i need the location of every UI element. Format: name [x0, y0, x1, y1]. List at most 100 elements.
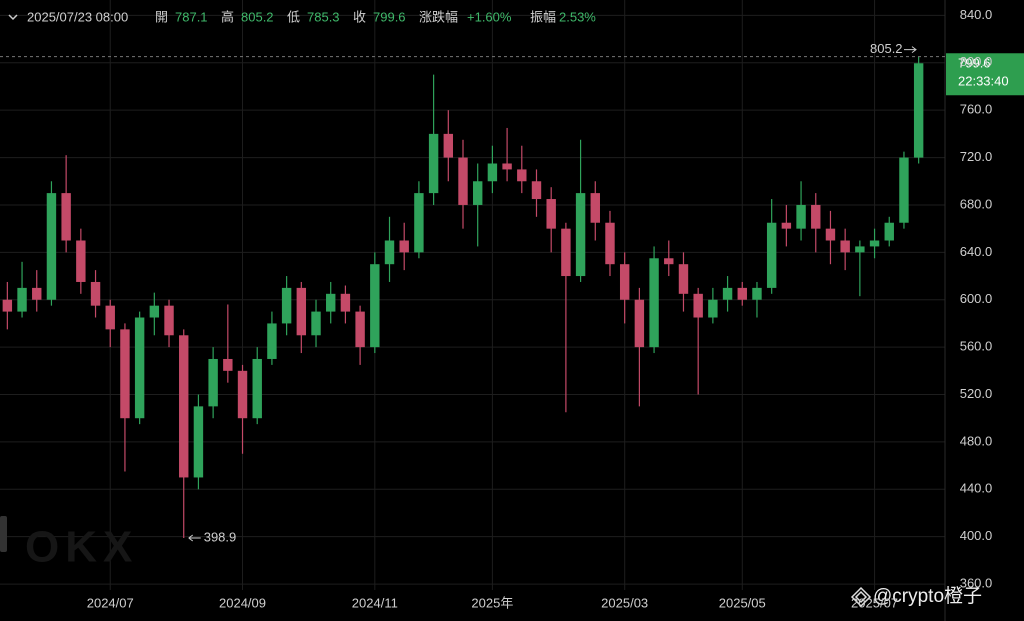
candle-body: [590, 193, 600, 223]
candle-body: [370, 264, 380, 348]
y-tick-label: 560.0: [960, 339, 993, 354]
candle-body: [267, 323, 277, 359]
y-tick-label: 480.0: [960, 433, 993, 448]
candle-body: [678, 264, 689, 294]
high-label: 高: [221, 9, 234, 24]
candle-body: [311, 311, 321, 336]
collapse-chevron[interactable]: [8, 14, 18, 21]
low-value: 785.3: [307, 9, 340, 24]
change-value: +1.60%: [467, 9, 512, 24]
low-annotation: 398.9: [204, 529, 237, 544]
candle-body: [46, 193, 57, 300]
watermark: @crypto橙子: [873, 585, 982, 607]
y-tick-label: 520.0: [960, 386, 993, 401]
candle-body: [355, 311, 365, 348]
candle-body: [664, 258, 674, 265]
candle-body: [855, 246, 865, 253]
watermark-icon: [850, 586, 872, 608]
candle-body: [884, 222, 894, 241]
candle-body: [649, 258, 659, 348]
candle-body: [546, 199, 556, 229]
candle-body: [17, 287, 27, 312]
y-tick-label: 400.0: [960, 528, 993, 543]
candle-body: [811, 204, 821, 229]
close-value: 799.6: [373, 9, 406, 24]
candle-body: [326, 293, 336, 312]
x-tick-label: 2025/05: [719, 595, 766, 610]
candle-body: [913, 63, 924, 158]
logo-watermark: OKX: [25, 523, 138, 572]
candle-body: [2, 299, 13, 312]
candle-body: [708, 299, 718, 318]
high-value: 805.2: [241, 9, 274, 24]
candle-body: [781, 222, 792, 229]
candle-body: [722, 287, 733, 300]
amplitude-label: 振幅: [530, 9, 556, 24]
candle-body: [149, 305, 160, 318]
side-tab[interactable]: [0, 516, 7, 552]
candle-body: [825, 228, 836, 241]
candle-body: [869, 240, 880, 247]
candle-body: [134, 317, 145, 419]
overlay: 805.2 398.9 799.6 22:33:40: [0, 41, 1024, 544]
price-tag-value: 799.6: [958, 56, 991, 71]
candle-body: [90, 281, 101, 306]
candle-body: [840, 240, 850, 253]
candle-body: [575, 193, 586, 277]
candle-body: [105, 305, 115, 330]
candle-body: [179, 335, 189, 478]
candle-body: [634, 299, 645, 348]
candle-body: [120, 329, 130, 419]
candle-body: [208, 358, 218, 407]
candle-body: [619, 264, 630, 300]
candle-body: [414, 193, 424, 253]
candle-body: [281, 287, 292, 324]
x-tick-label: 2024/11: [352, 595, 398, 610]
change-label: 涨跌幅: [419, 9, 458, 24]
candle-body: [384, 240, 395, 265]
x-tick-label: 2025年: [471, 595, 513, 610]
x-tick-label: 2024/07: [87, 595, 134, 610]
x-tick-label: 2025/03: [601, 595, 648, 610]
close-label: 收: [353, 9, 366, 24]
countdown: 22:33:40: [958, 74, 1009, 89]
candle-body: [561, 228, 571, 277]
low-label: 低: [287, 9, 300, 24]
candle-body: [605, 222, 615, 265]
candle-body: [517, 169, 527, 182]
candle-body: [458, 157, 468, 205]
candle-body: [766, 222, 777, 288]
y-tick-label: 640.0: [960, 244, 993, 259]
candle-body: [796, 204, 806, 229]
candle-body: [487, 163, 498, 182]
candle-body: [237, 370, 248, 419]
candle-body: [193, 406, 204, 478]
open-label: 開: [155, 9, 168, 24]
y-tick-label: 600.0: [960, 291, 993, 306]
candle-body: [296, 287, 307, 336]
y-tick-label: 720.0: [960, 149, 993, 164]
candle-body: [502, 163, 512, 170]
y-tick-label: 360.0: [960, 576, 993, 591]
x-tick-label: 2025/07: [851, 595, 898, 610]
y-tick-label: 680.0: [960, 196, 993, 211]
datetime: 2025/07/23 08:00: [27, 9, 128, 24]
x-tick-label: 2024/09: [219, 595, 266, 610]
open-value: 787.1: [175, 9, 208, 24]
high-arrow: [904, 46, 917, 54]
candle-body: [443, 133, 454, 158]
candle-body: [693, 293, 703, 318]
y-tick-label: 800.0: [960, 54, 993, 69]
y-tick-label: 440.0: [960, 481, 993, 496]
candle-body: [223, 358, 233, 371]
candle-body: [252, 358, 262, 419]
high-annotation: 805.2: [870, 41, 903, 56]
price-tag: [946, 53, 1024, 96]
candle-body: [76, 240, 86, 282]
candle-body: [164, 305, 174, 336]
y-tick-label: 760.0: [960, 102, 993, 117]
candle-body: [531, 181, 542, 200]
y-tick-label: 840.0: [960, 7, 993, 22]
amplitude-value: 2.53%: [559, 9, 596, 24]
